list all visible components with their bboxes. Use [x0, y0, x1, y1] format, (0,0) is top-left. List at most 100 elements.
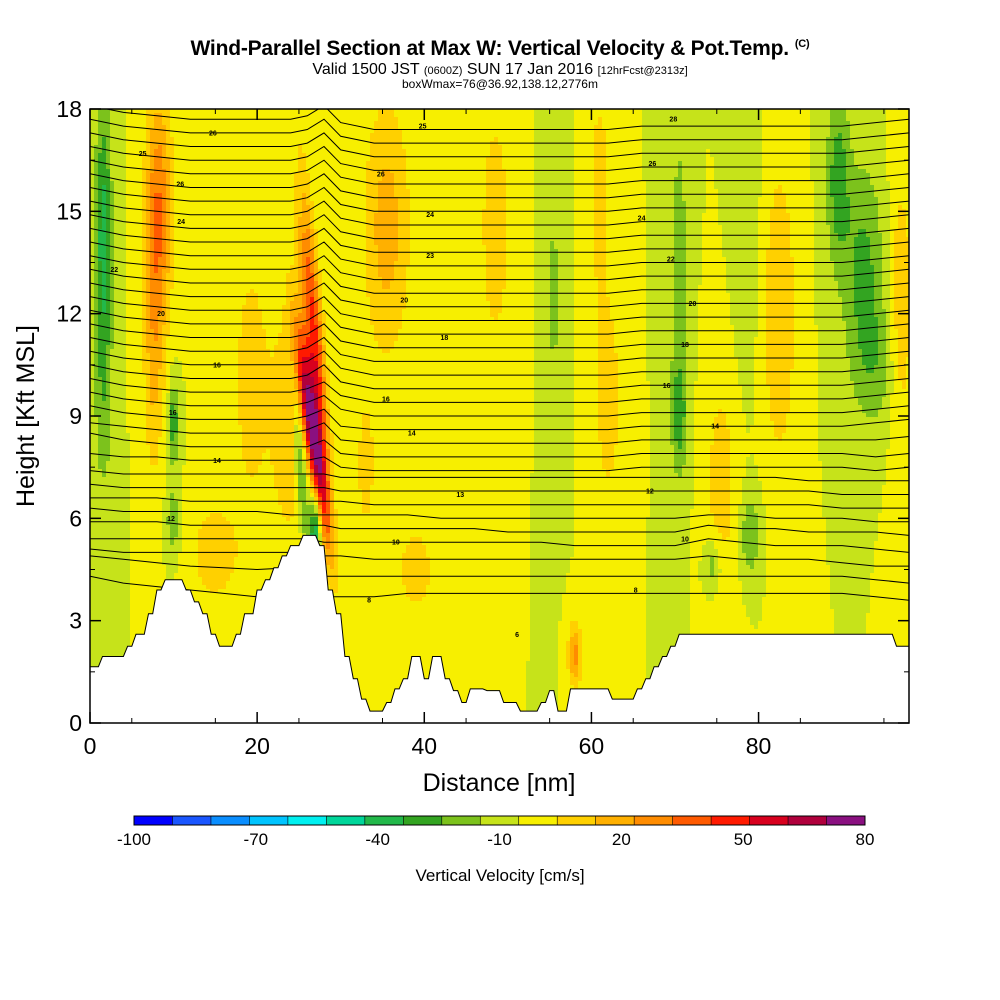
velocity-cell	[90, 289, 95, 294]
velocity-cell	[734, 337, 755, 342]
velocity-cell	[146, 269, 151, 274]
velocity-cell	[814, 297, 843, 302]
velocity-cell	[330, 461, 335, 466]
velocity-cell	[326, 445, 331, 450]
velocity-cell	[710, 573, 715, 578]
velocity-cell	[762, 185, 779, 190]
velocity-cell	[102, 193, 107, 198]
velocity-cell	[706, 201, 719, 206]
velocity-cell	[326, 429, 331, 434]
velocity-cell	[674, 341, 687, 346]
velocity-cell	[106, 201, 111, 206]
velocity-cell	[894, 321, 909, 326]
velocity-cell	[298, 461, 303, 466]
velocity-cell	[106, 385, 111, 390]
velocity-cell	[826, 153, 835, 158]
velocity-cell	[394, 189, 411, 194]
velocity-cell	[314, 377, 319, 382]
velocity-cell	[166, 385, 171, 390]
velocity-cell	[754, 457, 819, 462]
velocity-cell	[906, 365, 909, 370]
velocity-cell	[338, 549, 407, 554]
velocity-cell	[646, 189, 675, 194]
velocity-cell	[166, 417, 171, 422]
velocity-cell	[646, 601, 691, 606]
velocity-cell	[334, 477, 359, 482]
velocity-cell	[550, 269, 559, 274]
velocity-cell	[174, 245, 295, 250]
velocity-cell	[98, 169, 111, 174]
velocity-cell	[254, 473, 275, 478]
velocity-cell	[574, 341, 599, 346]
velocity-cell	[490, 313, 499, 318]
velocity-cell	[670, 381, 675, 386]
velocity-cell	[306, 473, 311, 478]
velocity-cell	[598, 357, 619, 362]
velocity-cell	[278, 337, 291, 342]
velocity-cell	[90, 257, 95, 262]
velocity-cell	[294, 429, 299, 434]
velocity-cell	[694, 433, 715, 438]
velocity-cell	[182, 521, 203, 526]
velocity-cell	[746, 429, 751, 434]
velocity-cell	[318, 413, 323, 418]
velocity-cell	[406, 593, 427, 598]
velocity-cell	[406, 297, 487, 302]
velocity-cell	[550, 289, 559, 294]
velocity-cell	[406, 281, 487, 286]
velocity-cell	[150, 461, 159, 466]
velocity-cell	[306, 161, 367, 166]
velocity-cell	[90, 501, 131, 506]
velocity-cell	[290, 325, 295, 330]
velocity-cell	[550, 249, 559, 254]
velocity-cell	[758, 321, 767, 326]
velocity-cell	[362, 497, 371, 502]
velocity-cell	[370, 321, 403, 326]
velocity-cell	[126, 337, 143, 342]
velocity-cell	[674, 221, 687, 226]
velocity-cell	[698, 353, 735, 358]
velocity-cell	[650, 509, 691, 514]
velocity-cell	[686, 289, 699, 294]
velocity-cell	[306, 385, 311, 390]
velocity-cell	[730, 309, 759, 314]
velocity-cell	[330, 441, 335, 446]
velocity-cell	[146, 393, 151, 398]
velocity-cell	[594, 265, 607, 270]
velocity-cell	[90, 169, 95, 174]
velocity-cell	[894, 389, 909, 394]
velocity-cell	[770, 389, 791, 394]
velocity-cell	[374, 477, 531, 482]
velocity-cell	[766, 577, 831, 582]
velocity-cell	[598, 333, 615, 338]
isentrope-label: 24	[638, 216, 646, 223]
velocity-cell	[710, 449, 731, 454]
velocity-cell	[126, 369, 143, 374]
velocity-cell	[730, 521, 739, 526]
velocity-cell	[166, 141, 175, 146]
velocity-cell	[110, 337, 115, 342]
velocity-cell	[302, 297, 307, 302]
velocity-cell	[178, 553, 199, 558]
velocity-cell	[694, 481, 711, 486]
velocity-cell	[646, 621, 691, 626]
velocity-cell	[650, 409, 671, 414]
velocity-cell	[378, 185, 395, 190]
velocity-cell	[170, 161, 175, 166]
velocity-cell	[94, 281, 99, 286]
velocity-cell	[306, 277, 315, 282]
velocity-cell	[690, 585, 703, 590]
velocity-cell	[850, 125, 887, 130]
velocity-cell	[570, 637, 579, 642]
velocity-cell	[166, 413, 171, 418]
velocity-cell	[646, 213, 675, 218]
velocity-cell	[326, 377, 331, 382]
velocity-cell	[558, 261, 575, 266]
velocity-cell	[534, 321, 551, 326]
velocity-cell	[106, 349, 111, 354]
velocity-cell	[906, 373, 909, 378]
velocity-cell	[850, 205, 879, 210]
velocity-cell	[642, 129, 763, 134]
velocity-cell	[182, 365, 239, 370]
velocity-cell	[294, 501, 299, 506]
